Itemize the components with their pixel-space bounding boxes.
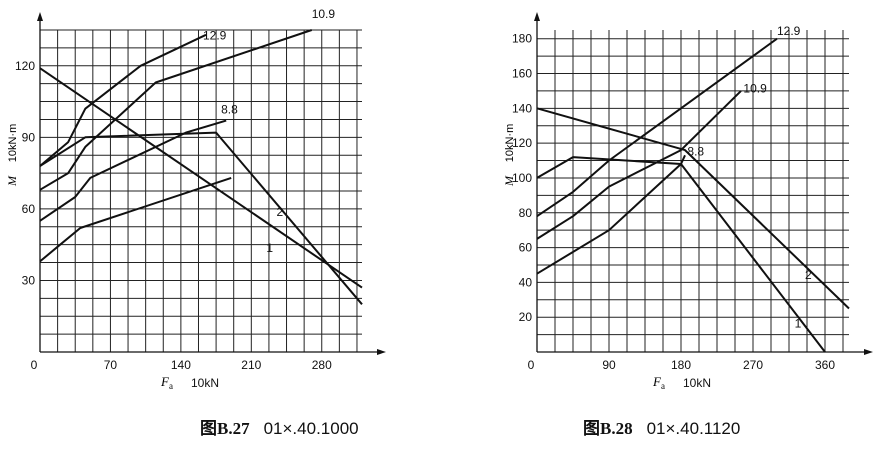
b27-curve-label: 12.9	[203, 29, 227, 43]
b27-y-axis-label: M	[5, 175, 19, 187]
b28-y-axis-label: M	[502, 175, 516, 187]
b27-y-tick-label: 60	[22, 202, 36, 216]
b27-series-line-12-9	[39, 33, 207, 167]
b28-x-axis-arrow	[864, 349, 873, 355]
b28-y-tick-label: 160	[512, 67, 532, 81]
b27-x-axis-label: Fa	[160, 374, 173, 391]
caption-label-b27: 图B.27	[200, 419, 250, 438]
b28-curve-label: 10.9	[743, 82, 767, 96]
b27-curve-label: 10.9	[312, 7, 336, 21]
b28-y-tick-label: 140	[512, 101, 532, 115]
b27-y-tick-label: 120	[15, 59, 35, 73]
b27-grid	[40, 29, 362, 352]
b27-x-tick-label: 280	[312, 358, 332, 372]
b28-curve-label: 2	[805, 268, 812, 282]
b28-x-tick-label: 0	[528, 358, 535, 372]
b28-x-tick-label: 360	[815, 358, 835, 372]
b28-y-tick-label: 80	[519, 206, 533, 220]
b27-curve-label: 8.8	[221, 102, 238, 116]
b28-y-tick-label: 20	[519, 310, 533, 324]
b27-y-axis-unit: 10kN·m	[7, 124, 19, 163]
b28-curve-label: 1	[795, 317, 802, 331]
b27-x-tick-label: 210	[241, 358, 261, 372]
b28-grid	[537, 30, 849, 352]
b28-y-tick-label: 120	[512, 136, 532, 150]
b27-series-line-8-8	[39, 119, 227, 222]
b28-series-line-8-8	[536, 154, 686, 275]
b27-x-tick-label: 140	[171, 358, 191, 372]
b28-series-line-10-9	[536, 90, 742, 240]
b28-y-tick-label: 60	[519, 241, 533, 255]
b28-x-axis-label: Fa	[652, 374, 665, 391]
b28-series-line-2	[536, 156, 826, 353]
chart-caption-left: 图B.27 01×.40.1000	[200, 414, 359, 439]
b27-x-tick-label: 0	[31, 358, 38, 372]
b28-series-line-1	[536, 107, 850, 310]
b28-x-tick-label: 270	[743, 358, 763, 372]
b28-curve-label: 12.9	[777, 24, 801, 38]
b28-x-tick-label: 180	[671, 358, 691, 372]
b27-curve-label: 1	[266, 241, 273, 255]
b27-curve-label: 2	[276, 205, 283, 219]
caption-code-b28: 01×.40.1120	[646, 419, 741, 438]
b28-y-tick-label: 40	[519, 275, 533, 289]
b27-y-tick-label: 90	[22, 130, 36, 144]
b27-series-line-1	[39, 67, 363, 289]
b28-x-axis-unit: 10kN	[683, 376, 711, 390]
b27-series-line-10-9	[39, 29, 313, 191]
b27-x-axis-unit: 10kN	[191, 376, 219, 390]
b27-x-axis-arrow	[377, 349, 386, 355]
caption-code-b27: 01×.40.1000	[263, 419, 359, 438]
b27-x-tick-label: 70	[104, 358, 118, 372]
b28-y-axis-arrow	[534, 12, 540, 21]
b28-series-line-12-9	[536, 37, 778, 218]
b27-y-axis-arrow	[37, 12, 43, 21]
b27-y-tick-label: 30	[22, 273, 36, 287]
b27-series-line-unlabeled-3	[39, 176, 232, 263]
b28-x-tick-label: 90	[602, 358, 616, 372]
caption-label-b28: 图B.28	[583, 419, 633, 438]
b28-y-tick-label: 180	[512, 32, 532, 46]
b28-y-axis-unit: 10kN·m	[504, 124, 516, 163]
chart-caption-right: 图B.28 01×.40.1120	[583, 414, 740, 439]
b27-series-line-2	[39, 131, 363, 305]
b28-curve-label: 8.8	[687, 144, 704, 158]
b28-y-tick-label: 100	[512, 171, 532, 185]
